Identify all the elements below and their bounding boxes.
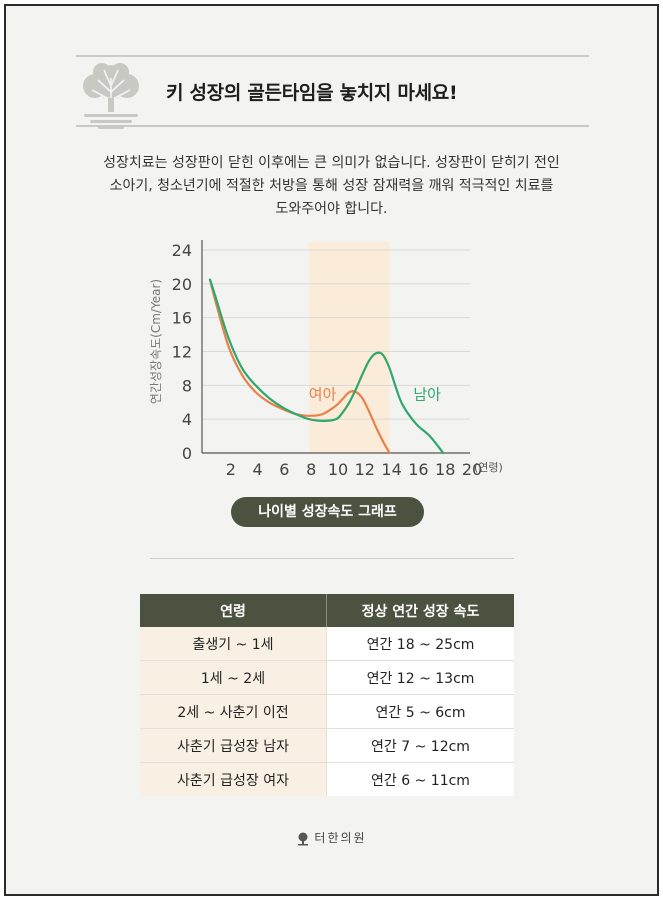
table-cell-age: 출생기 ~ 1세 [140, 627, 327, 661]
table-cell-rate: 연간 7 ~ 12cm [326, 728, 514, 763]
series-line-boys [208, 278, 445, 455]
table-cell-rate: 연간 6 ~ 11cm [326, 762, 514, 796]
section-divider [150, 558, 514, 559]
x-tick-label: 16 [408, 460, 428, 479]
intro-line: 도와주어야 합니다. [275, 201, 388, 217]
page-title: 키 성장의 골든타임을 놓치지 마세요! [166, 82, 458, 104]
x-tick-label: 4 [253, 460, 263, 479]
y-tick-label: 20 [172, 275, 192, 294]
footer-brand-text: 터한의원 [314, 831, 367, 845]
footer-brand: 터한의원 [0, 829, 663, 846]
puberty-highlight-band [309, 242, 390, 453]
table-row: 사춘기 급성장 여자 연간 6 ~ 11cm [140, 762, 514, 796]
title-rule [76, 125, 589, 127]
table-cell-rate: 연간 18 ~ 25cm [326, 627, 514, 661]
x-tick-label: 10 [328, 460, 348, 479]
table-row: 출생기 ~ 1세 연간 18 ~ 25cm [140, 627, 514, 661]
y-tick-label: 12 [172, 343, 192, 362]
table-cell-age: 사춘기 급성장 남자 [140, 728, 327, 763]
table-cell-age: 1세 ~ 2세 [140, 660, 327, 695]
intro-line: 소아기, 청소년기에 적절한 처방을 통해 성장 잠재력을 깨워 적극적인 치료… [109, 178, 554, 194]
x-tick-label: 2 [226, 460, 236, 479]
tree-logo-icon [83, 63, 139, 129]
table-cell-age: 2세 ~ 사춘기 이전 [140, 694, 327, 729]
chart-title-badge: 나이별 성장속도 그래프 [231, 497, 424, 527]
table-header-age: 연령 [140, 594, 327, 627]
series-line-girls [208, 278, 391, 455]
table-row: 1세 ~ 2세 연간 12 ~ 13cm [140, 660, 514, 695]
y-tick-label: 4 [182, 410, 192, 429]
growth-rate-table: 연령 정상 연간 성장 속도 출생기 ~ 1세 연간 18 ~ 25cm 1세 … [140, 594, 514, 796]
x-tick-label: 6 [279, 460, 289, 479]
x-axis-label: (연령) [474, 461, 503, 474]
series-label: 여아 [309, 386, 337, 404]
y-tick-label: 8 [182, 376, 192, 395]
x-tick-label: 8 [306, 460, 316, 479]
y-tick-label: 16 [172, 309, 192, 328]
table-header-rate: 정상 연간 성장 속도 [326, 594, 514, 627]
series-label: 남아 [413, 386, 441, 404]
table-cell-rate: 연간 5 ~ 6cm [326, 694, 514, 729]
y-tick-label: 24 [172, 241, 192, 260]
y-axis-label: 연간성장속도(Cm/Year) [149, 279, 163, 404]
table-header-row: 연령 정상 연간 성장 속도 [140, 594, 514, 627]
x-tick-label: 12 [355, 460, 375, 479]
table-row: 2세 ~ 사춘기 이전 연간 5 ~ 6cm [140, 694, 514, 729]
table-cell-age: 사춘기 급성장 여자 [140, 762, 327, 796]
x-tick-label: 18 [435, 460, 455, 479]
x-tick-label: 20 [462, 460, 482, 479]
top-rule [76, 55, 589, 57]
y-tick-label: 0 [182, 444, 192, 463]
x-tick-label: 14 [381, 460, 401, 479]
table-cell-rate: 연간 12 ~ 13cm [326, 660, 514, 695]
intro-text: 성장치료는 성장판이 닫힌 이후에는 큰 의미가 없습니다. 성장판이 닫히기 … [40, 152, 623, 221]
intro-line: 성장치료는 성장판이 닫힌 이후에는 큰 의미가 없습니다. 성장판이 닫히기 … [103, 155, 560, 171]
table-row: 사춘기 급성장 남자 연간 7 ~ 12cm [140, 728, 514, 763]
tree-small-icon [298, 832, 309, 845]
